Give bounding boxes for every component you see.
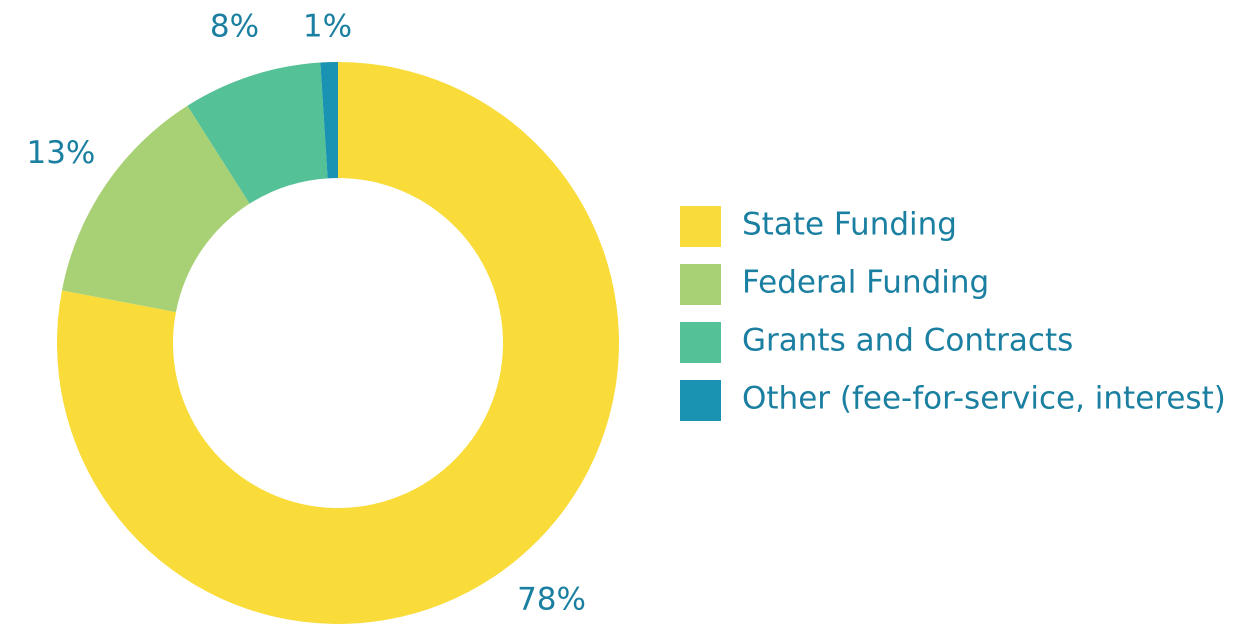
legend-swatch [680, 322, 721, 363]
data-label: 1% [303, 9, 352, 45]
donut-segment [320, 62, 338, 179]
legend-label: Grants and Contracts [742, 323, 1073, 359]
data-label: 78% [517, 582, 586, 618]
donut-segment [57, 62, 620, 624]
legend-label: Other (fee-for-service, interest) [742, 381, 1226, 417]
donut-segment [187, 62, 328, 204]
legend-label: Federal Funding [742, 265, 989, 301]
legend-swatch [680, 380, 721, 421]
legend-swatch [680, 264, 721, 305]
donut-segment [61, 105, 250, 313]
legend-swatch [680, 206, 721, 247]
data-label: 13% [26, 135, 95, 171]
legend-label: State Funding [742, 207, 957, 243]
data-label: 8% [210, 9, 259, 45]
